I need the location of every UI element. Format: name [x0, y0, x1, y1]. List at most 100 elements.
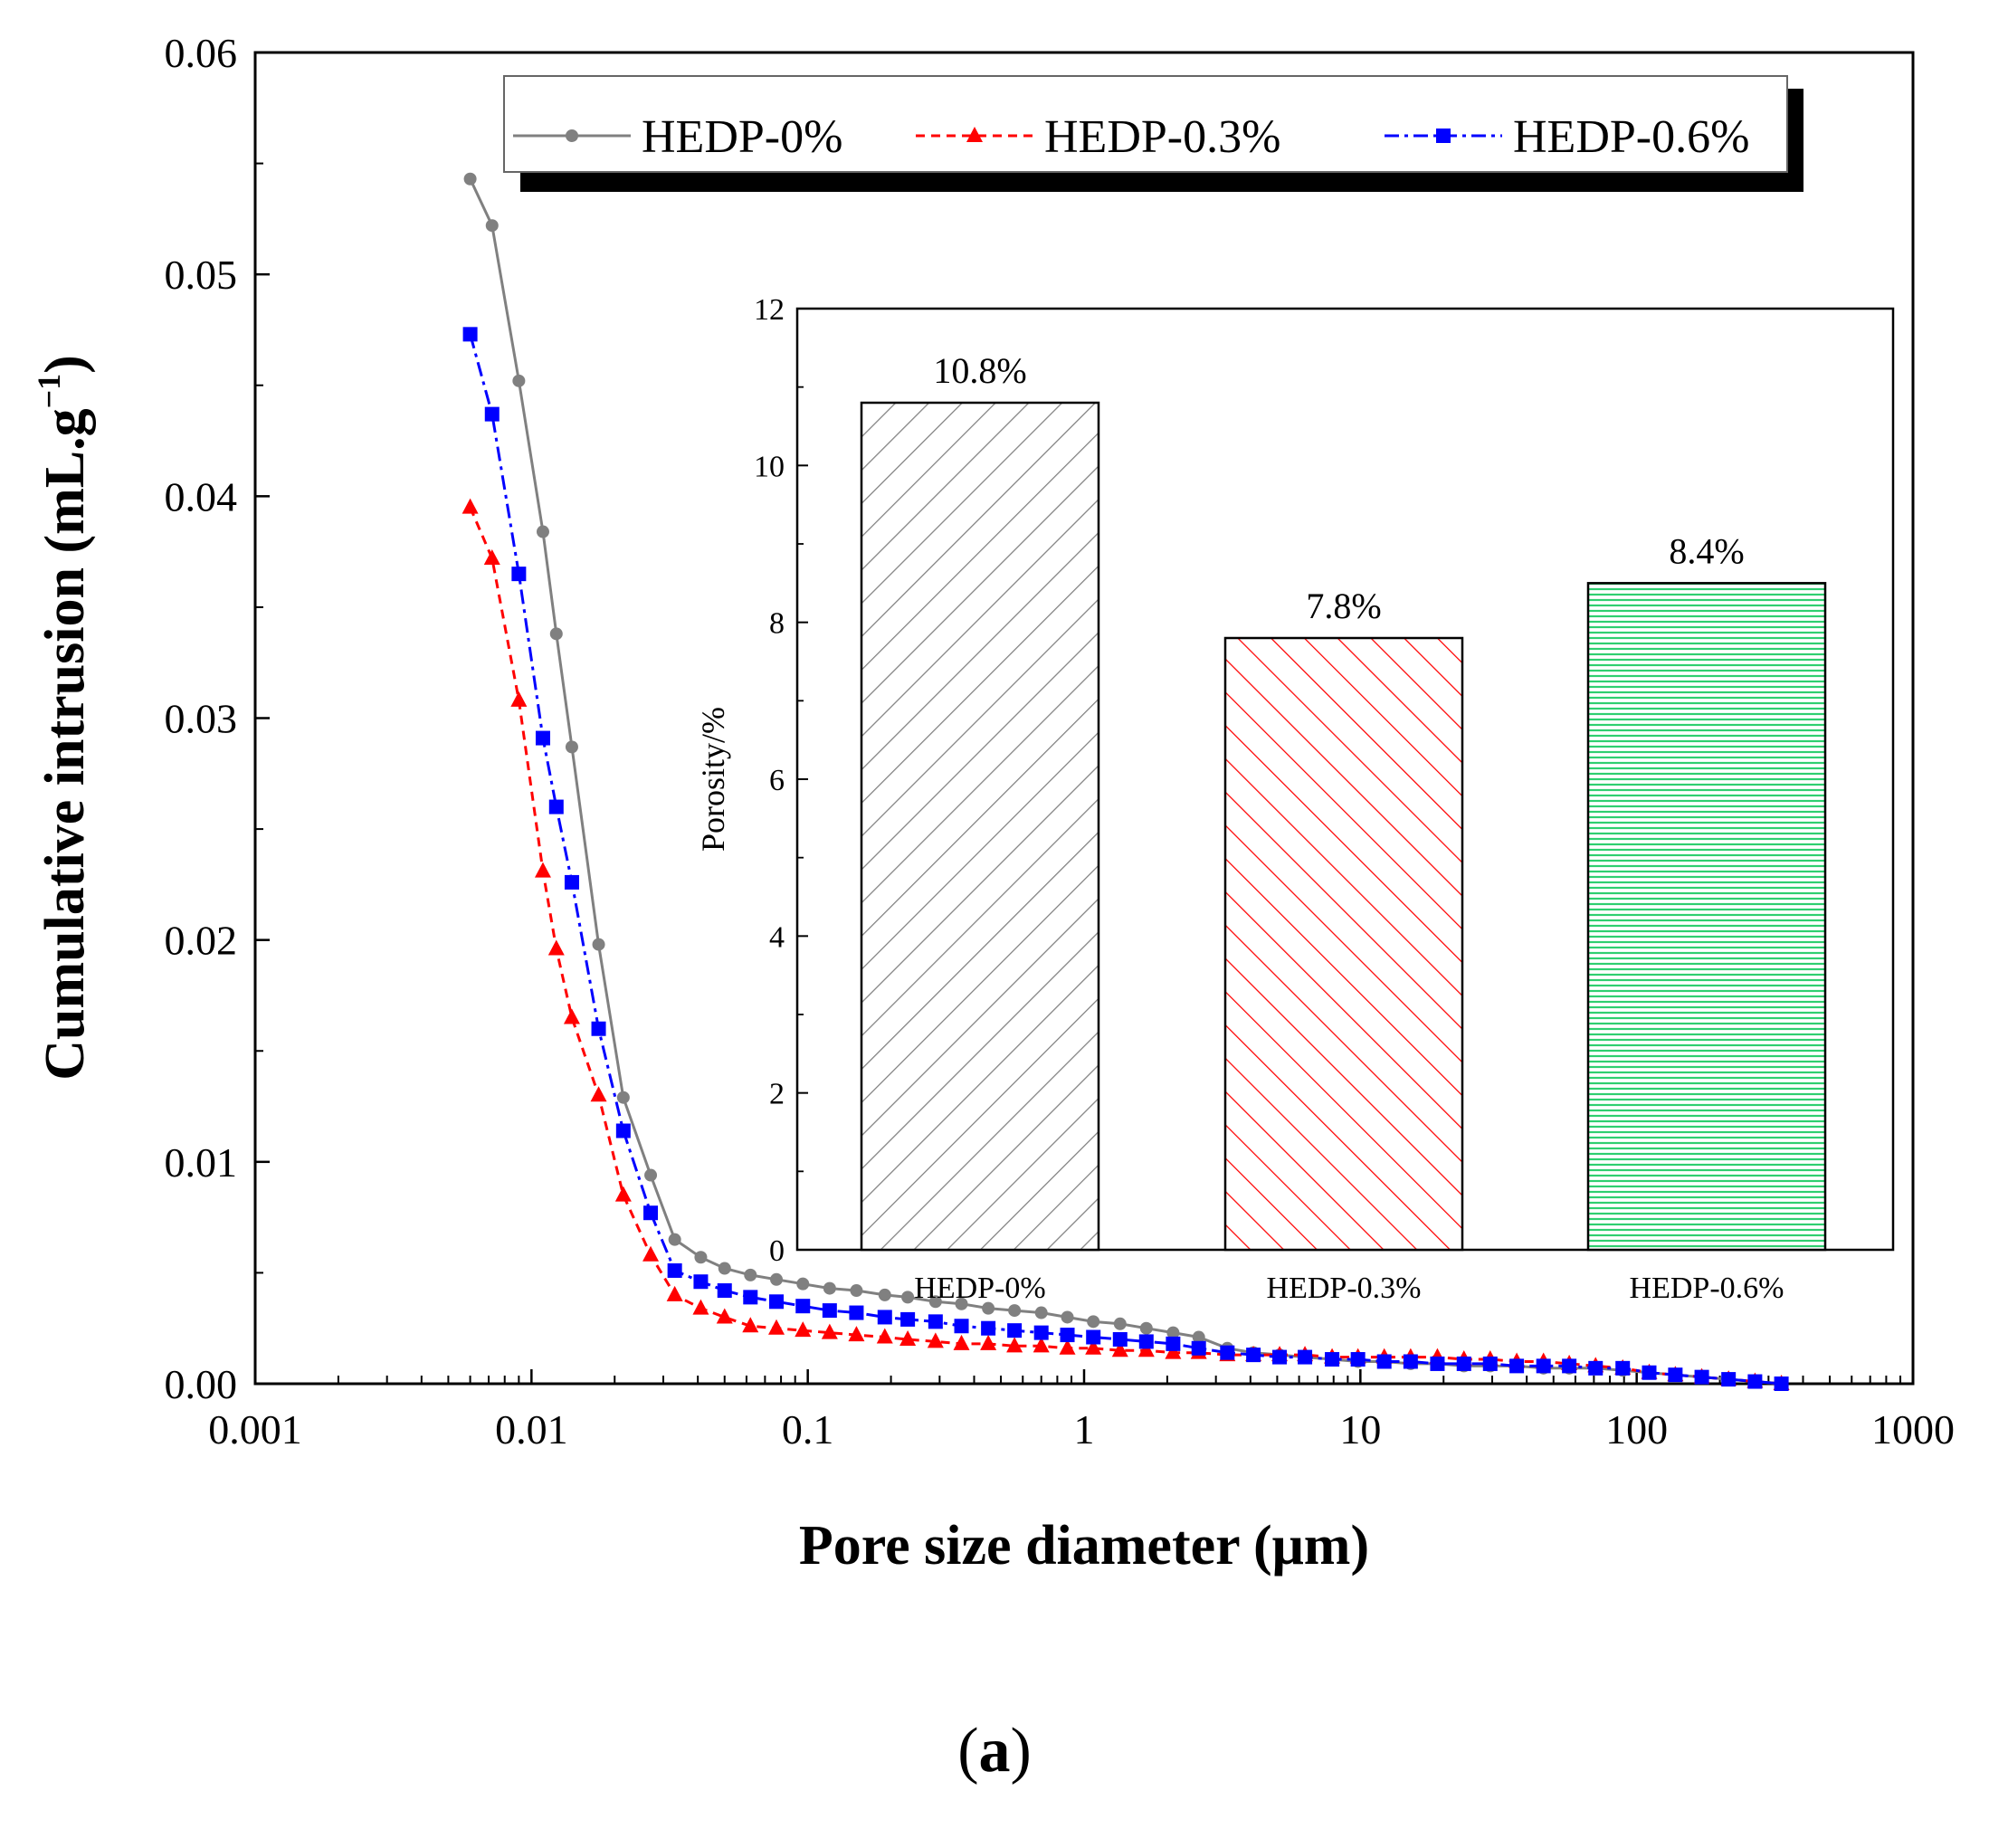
data-point [512, 374, 526, 387]
data-point [483, 548, 500, 565]
data-point [614, 1186, 632, 1202]
x-tick-label: 1000 [1871, 1406, 1955, 1453]
data-point [1747, 1374, 1763, 1389]
data-point [928, 1314, 943, 1329]
data-point [1376, 1354, 1392, 1369]
legend-marker [1436, 129, 1451, 143]
data-point [590, 1086, 607, 1102]
data-point [718, 1262, 731, 1275]
data-point [1086, 1329, 1101, 1345]
data-point [1007, 1323, 1023, 1338]
y-tick-label: 0.01 [165, 1139, 238, 1186]
data-point [927, 1332, 944, 1348]
data-point [769, 1294, 785, 1310]
caption-close: ) [1010, 1716, 1032, 1786]
data-point [1111, 1341, 1128, 1357]
data-point [485, 219, 499, 233]
data-point [547, 939, 565, 956]
data-point [1615, 1360, 1631, 1376]
data-point [484, 406, 500, 422]
data-point [1033, 1325, 1049, 1340]
data-point [1774, 1376, 1789, 1391]
legend-item: HEDP-0.6% [1385, 111, 1749, 163]
x-tick-label: 10 [1339, 1406, 1381, 1453]
y-tick-label: 0.00 [165, 1361, 238, 1407]
data-point [953, 1334, 970, 1350]
data-point [644, 1168, 658, 1182]
data-point [1298, 1349, 1313, 1365]
data-point [563, 1008, 580, 1024]
data-point [768, 1319, 785, 1335]
data-point [462, 498, 479, 514]
inset-y-axis-label: Porosity/% [695, 707, 731, 852]
data-point [615, 1123, 631, 1138]
data-point [668, 1233, 681, 1246]
data-point [643, 1205, 659, 1221]
data-point [900, 1311, 916, 1327]
data-point [1482, 1356, 1498, 1371]
data-point [667, 1262, 682, 1278]
data-point [1166, 1326, 1180, 1339]
y-tick-label: 0.02 [165, 918, 238, 964]
legend-marker [566, 129, 578, 142]
legend-box [503, 75, 1788, 173]
data-point [980, 1334, 997, 1350]
data-point [770, 1272, 784, 1286]
data-point [850, 1284, 863, 1298]
caption-open: ( [957, 1716, 979, 1786]
data-point [1085, 1338, 1102, 1355]
data-point [462, 327, 478, 342]
data-point [716, 1308, 733, 1324]
y-axis-label-superscript: −1 [31, 374, 67, 409]
x-tick-label: 0.001 [208, 1406, 302, 1453]
data-point [1721, 1372, 1737, 1387]
legend-label: HEDP-0% [642, 111, 842, 163]
data-point [1033, 1337, 1050, 1353]
data-point [742, 1317, 759, 1333]
data-point [981, 1320, 996, 1336]
data-point [1403, 1354, 1418, 1369]
data-point [548, 799, 564, 814]
x-tick-label: 100 [1605, 1406, 1668, 1453]
bar-category-label: HEDP-0% [914, 1272, 1045, 1305]
data-point [511, 567, 527, 582]
data-point [591, 1021, 606, 1036]
data-point [1536, 1358, 1551, 1374]
data-point [1166, 1336, 1181, 1351]
data-point [693, 1274, 709, 1290]
data-point [1562, 1358, 1577, 1374]
bar-data-label: 8.4% [1669, 530, 1744, 571]
y-axis-label-main: Cumulative intrusion (mL.g [34, 408, 96, 1080]
bar [860, 401, 1100, 1252]
data-point [1034, 1306, 1048, 1319]
data-point [692, 1299, 709, 1315]
inset-y-tick-label: 6 [769, 764, 785, 797]
data-point [1430, 1356, 1445, 1371]
x-axis-label: Pore size diameter (μm) [799, 1515, 1369, 1577]
y-axis-label-close: ) [34, 355, 96, 374]
data-point [534, 862, 551, 878]
data-point [1008, 1304, 1022, 1318]
data-point [743, 1290, 758, 1305]
legend-item: HEDP-0.3% [916, 111, 1280, 163]
data-point [928, 1295, 942, 1309]
data-point [564, 874, 579, 890]
data-point [876, 1328, 893, 1344]
data-point [1272, 1349, 1288, 1365]
data-point [1059, 1338, 1076, 1355]
main-series-group [462, 172, 1790, 1391]
inset-y-tick-label: 8 [769, 607, 785, 641]
data-point [1165, 1343, 1182, 1359]
data-point [1694, 1369, 1709, 1385]
data-point [1087, 1315, 1100, 1329]
data-point [821, 1323, 838, 1339]
data-point [536, 525, 549, 538]
legend: HEDP-0% HEDP-0.3% HEDP-0.6% [503, 75, 1803, 192]
data-point [982, 1301, 995, 1315]
data-point [1220, 1345, 1235, 1360]
series-HEDP-0.6% [462, 327, 1789, 1391]
data-point [1191, 1340, 1206, 1356]
data-point [899, 1329, 917, 1346]
data-point [1192, 1330, 1205, 1344]
